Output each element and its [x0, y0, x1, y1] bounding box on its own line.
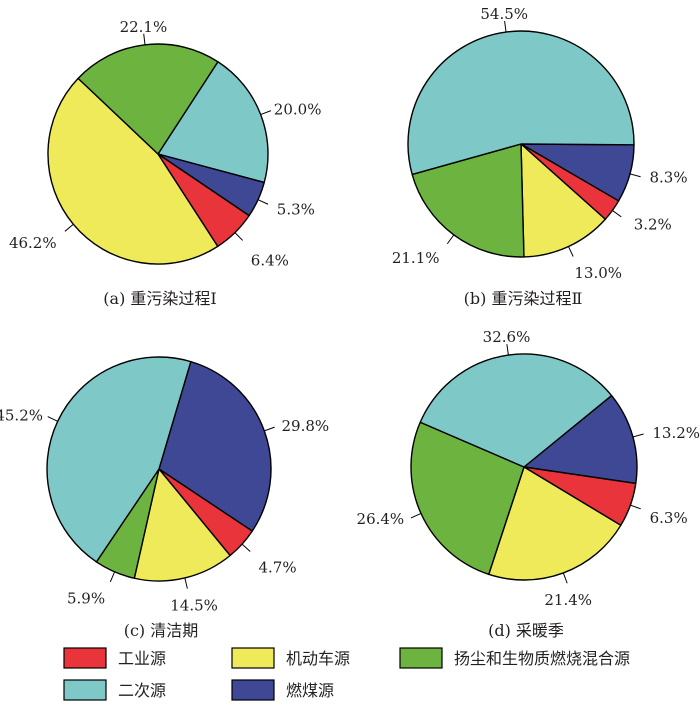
chart-caption: (b) 重污染过程Ⅱ — [464, 289, 583, 308]
pie-slice-dust_biomass — [411, 143, 525, 258]
slice-label: 20.0% — [274, 101, 322, 119]
legend-item-vehicle: 机动车源 — [231, 647, 350, 669]
pie-chart-b: 8.3% 3.2% 13.0% 21.1% 54.5% (b) 重污染过程Ⅱ — [392, 5, 688, 308]
slice-label: 26.4% — [357, 510, 405, 528]
legend-item-coal: 燃煤源 — [231, 679, 334, 701]
legend-label: 工业源 — [118, 649, 166, 668]
pie-slice-secondary — [407, 30, 635, 176]
slice-label: 29.8% — [282, 417, 330, 435]
legend-swatch — [231, 679, 275, 701]
leader-line — [260, 110, 272, 116]
chart-caption: (c) 清洁期 — [124, 621, 199, 640]
leader-line — [630, 504, 641, 510]
slice-label: 13.0% — [574, 264, 622, 282]
legend-swatch — [63, 679, 107, 701]
slice-label: 32.6% — [483, 328, 531, 346]
leader-line — [241, 543, 251, 552]
slice-label: 46.2% — [9, 234, 57, 252]
slice-label: 5.9% — [67, 590, 105, 608]
leader-line — [629, 173, 641, 178]
leader-line — [632, 433, 644, 438]
chart-caption: (d) 采暖季 — [488, 621, 564, 640]
pie-slice-vehicle — [520, 143, 606, 258]
pie-chart-a: 20.0% 5.3% 6.4% 46.2% 22.1% (a) 重污染过程Ⅰ — [9, 18, 322, 308]
leader-line — [410, 512, 422, 519]
leader-line — [257, 199, 269, 205]
chart-caption: (a) 重污染过程Ⅰ — [103, 289, 216, 308]
pie-chart-c: 29.8% 4.7% 14.5% 5.9% 45.2% (c) 清洁期 — [0, 356, 330, 640]
pie-slice-secondary — [46, 356, 192, 563]
slice-label: 13.2% — [652, 424, 700, 442]
pie-chart-d: 13.2% 6.3% 21.4% 26.4% 32.6% (d) 采暖季 — [357, 328, 700, 640]
slice-label: 3.2% — [634, 216, 672, 234]
legend-swatch — [399, 647, 443, 669]
pie-slice-coal — [523, 394, 638, 485]
leader-line — [504, 21, 507, 33]
slice-label: 6.3% — [650, 509, 688, 527]
leader-line — [109, 571, 116, 583]
slice-label: 45.2% — [0, 406, 43, 424]
legend-swatch — [231, 647, 275, 669]
slice-label: 22.1% — [120, 18, 168, 36]
legend-label: 燃煤源 — [286, 681, 334, 700]
leader-line — [64, 223, 74, 232]
slice-label: 21.1% — [392, 249, 440, 267]
leader-line — [143, 33, 146, 45]
leader-line — [184, 577, 188, 589]
slice-label: 4.7% — [259, 559, 297, 577]
legend-label: 机动车源 — [286, 649, 350, 668]
slice-label: 54.5% — [480, 5, 528, 23]
slice-label: 5.3% — [277, 201, 315, 219]
leader-line — [506, 344, 509, 356]
slice-label: 21.4% — [544, 591, 592, 609]
pie-slice-vehicle — [47, 77, 219, 265]
leader-line — [234, 232, 244, 241]
legend-label: 扬尘和生物质燃烧混合源 — [454, 649, 630, 668]
pie-slice-vehicle — [488, 466, 622, 581]
leader-line — [47, 416, 58, 422]
slice-label: 8.3% — [650, 169, 688, 187]
legend-item-dust_biomass: 扬尘和生物质燃烧混合源 — [399, 647, 630, 669]
legend-label: 二次源 — [118, 681, 166, 700]
legend-item-secondary: 二次源 — [63, 679, 166, 701]
leader-line — [264, 426, 275, 432]
slice-label: 6.4% — [251, 252, 289, 270]
legend-swatch — [63, 647, 107, 669]
slice-label: 14.5% — [170, 597, 218, 615]
legend-item-industry: 工业源 — [63, 647, 166, 669]
leader-line — [446, 234, 455, 245]
pie-slice-secondary — [419, 353, 613, 468]
leader-line — [568, 246, 574, 257]
leader-line — [562, 572, 568, 584]
leader-line — [612, 210, 622, 218]
